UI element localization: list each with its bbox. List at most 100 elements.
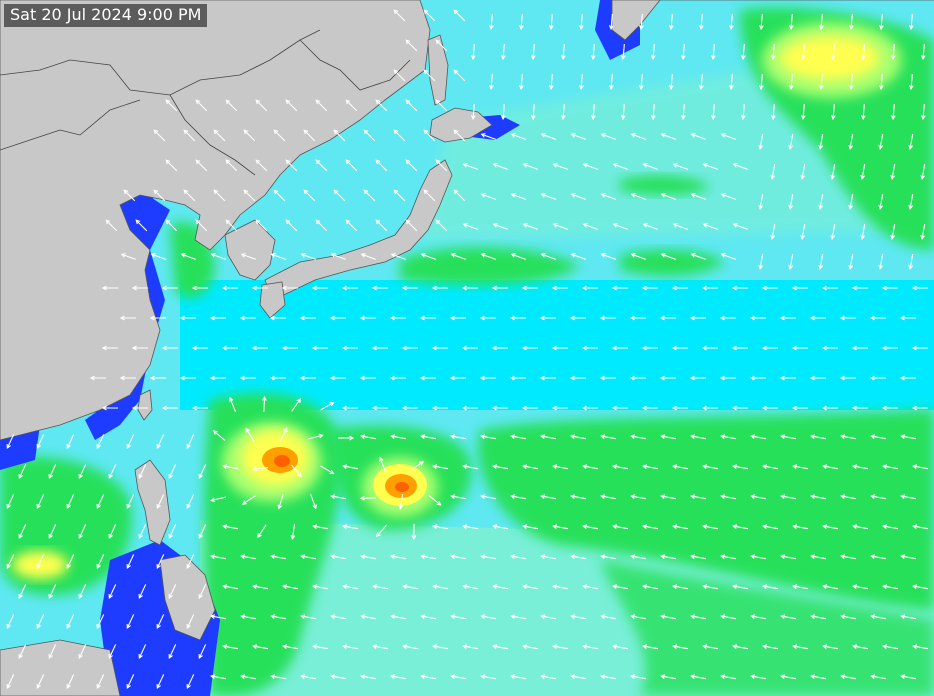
wind-arrow-icon (680, 43, 686, 61)
wind-arrow-icon (101, 285, 118, 291)
wind-arrow-icon (36, 674, 45, 690)
wind-arrow-icon (210, 554, 227, 560)
wind-arrow-icon (809, 375, 826, 381)
wind-arrow-icon (762, 644, 779, 650)
wind-arrow-icon (488, 13, 494, 31)
wind-arrow-icon (225, 159, 238, 172)
wind-arrow-icon (126, 554, 135, 570)
wind-arrow-icon (762, 584, 779, 590)
wind-arrow-icon (920, 103, 926, 121)
green-zone-east (478, 410, 934, 610)
wind-arrow-icon (153, 129, 166, 142)
wind-arrow-icon (851, 345, 868, 351)
wind-arrow-icon (560, 43, 566, 61)
wind-arrow-icon (848, 193, 854, 210)
wind-arrow-icon (540, 133, 556, 140)
wind-arrow-icon (552, 464, 569, 470)
wind-arrow-icon (307, 433, 324, 440)
land-kamchatka (611, 0, 934, 41)
wind-arrow-icon (890, 223, 896, 240)
wind-arrow-icon (492, 223, 508, 230)
wind-arrow-icon (660, 674, 677, 680)
wind-arrow-icon (870, 674, 887, 680)
wind-arrow-icon (252, 584, 269, 590)
land-hokkaido (429, 107, 493, 143)
wind-arrow-icon (600, 614, 617, 620)
wind-arrow-icon (642, 524, 659, 530)
wind-arrow-icon (453, 69, 466, 82)
wind-arrow-icon (510, 133, 526, 140)
wind-arrow-icon (818, 253, 824, 270)
wind-arrow-icon (780, 614, 797, 620)
wind-arrow-icon (299, 375, 316, 381)
wind-arrow-icon (375, 219, 388, 232)
wind-arrow-icon (138, 464, 147, 480)
wind-arrow-icon (342, 524, 359, 530)
wind-arrow-icon (780, 434, 797, 440)
wind-arrow-icon (393, 9, 406, 22)
wind-arrow-icon (108, 584, 117, 600)
wind-arrow-icon (890, 43, 896, 61)
wind-arrow-icon (78, 524, 87, 540)
wind-arrow-icon (762, 464, 779, 470)
wind-arrow-icon (539, 315, 556, 321)
wind-arrow-icon (303, 189, 316, 202)
wind-arrow-icon (261, 395, 267, 413)
wind-arrow-icon (672, 584, 689, 590)
wind-arrow-icon (840, 434, 857, 440)
wind-arrow-icon (423, 189, 436, 202)
wind-arrow-icon (131, 285, 148, 291)
wind-arrow-icon (462, 524, 479, 530)
wind-arrow-icon (432, 584, 449, 590)
wind-arrow-icon (659, 375, 676, 381)
wind-arrow-icon (552, 584, 569, 590)
wind-arrow-icon (240, 253, 256, 260)
wind-arrow-icon (333, 129, 346, 142)
wind-arrow-icon (720, 253, 736, 260)
wind-arrow-icon (642, 464, 659, 470)
wind-arrow-icon (330, 614, 347, 620)
wind-arrow-icon (393, 69, 406, 82)
wind-arrow-icon (582, 584, 599, 590)
wind-arrow-icon (908, 193, 914, 210)
wind-arrow-icon (315, 219, 328, 232)
wind-arrow-icon (698, 73, 704, 91)
core-red-east (395, 482, 409, 492)
wind-arrow-icon (6, 554, 15, 570)
wind-arrow-icon (750, 674, 767, 680)
wind-arrow-icon (570, 193, 586, 200)
wind-arrow-icon (405, 99, 418, 112)
wind-arrow-icon (672, 524, 689, 530)
wind-arrow-icon (581, 345, 598, 351)
wind-arrow-icon (720, 193, 736, 200)
wind-arrow-icon (393, 189, 406, 202)
wind-arrow-icon (431, 405, 448, 411)
wind-arrow-icon (600, 554, 617, 560)
wind-arrow-icon (540, 614, 557, 620)
wind-arrow-icon (119, 375, 136, 381)
wind-arrow-icon (257, 524, 267, 539)
wind-arrow-icon (342, 644, 359, 650)
wind-arrow-icon (240, 614, 257, 620)
wind-arrow-icon (690, 253, 706, 260)
wind-arrow-icon (600, 193, 616, 200)
wind-arrow-icon (423, 9, 436, 22)
wind-arrow-icon (462, 584, 479, 590)
wind-arrow-icon (462, 464, 479, 470)
wind-arrow-icon (149, 315, 166, 321)
wind-arrow-icon (821, 405, 838, 411)
wind-arrow-icon (860, 163, 866, 180)
land-korea (224, 219, 276, 281)
wind-arrow-icon (285, 99, 298, 112)
wind-arrow-icon (279, 427, 288, 442)
wind-arrow-icon (36, 434, 45, 450)
wind-arrow-icon (882, 644, 899, 650)
wind-arrow-icon (630, 133, 646, 140)
wind-arrow-icon (270, 674, 287, 680)
wind-arrow-icon (198, 644, 207, 660)
wind-arrow-icon (329, 375, 346, 381)
wind-arrow-icon (393, 129, 406, 142)
wind-arrow-icon (788, 73, 794, 91)
wind-arrow-icon (749, 375, 766, 381)
wind-arrow-icon (432, 644, 449, 650)
